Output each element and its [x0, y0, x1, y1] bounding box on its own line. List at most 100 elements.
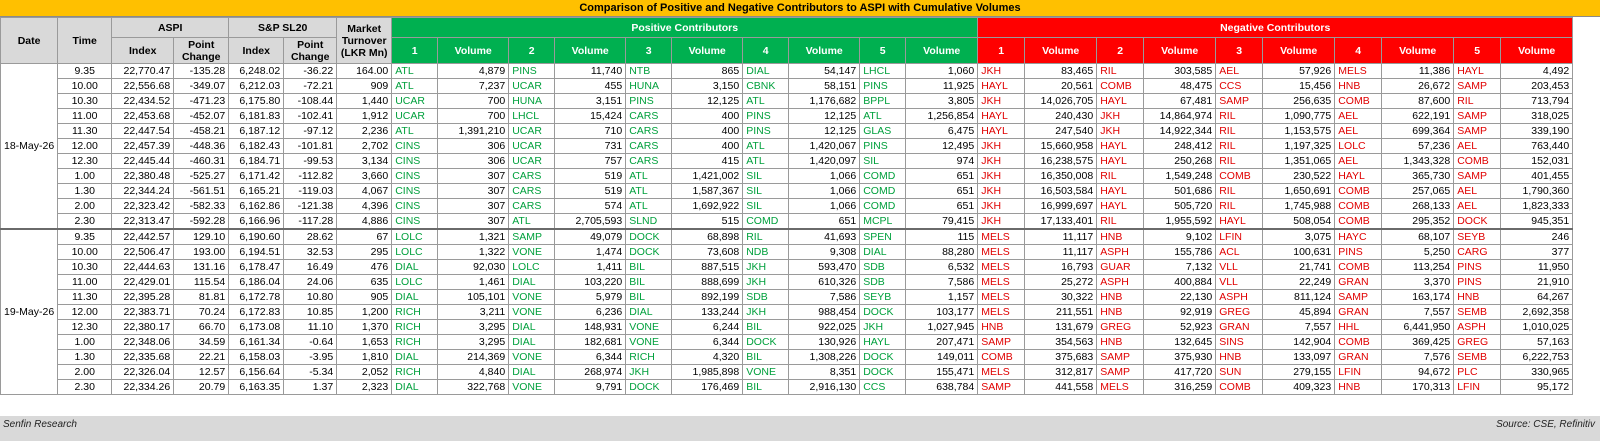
negative-symbol-cell: COMB — [1334, 198, 1383, 214]
positive-symbol-cell: ATL — [742, 138, 790, 154]
positive-volume-3-header: Volume — [671, 37, 744, 64]
negative-volume-cell: 45,894 — [1262, 304, 1336, 320]
positive-symbol-cell: BIL — [742, 319, 790, 335]
aspi-change-cell: 70.24 — [173, 304, 230, 320]
negative-volume-cell: 369,425 — [1381, 334, 1455, 350]
turnover-cell: 67 — [336, 228, 393, 245]
positive-volume-cell: 1,420,097 — [788, 153, 861, 169]
negative-volume-cell: 92,919 — [1143, 304, 1217, 320]
negative-rank-2-header: 2 — [1096, 37, 1145, 64]
time-cell: 11.30 — [57, 123, 113, 139]
sp-index-cell: 6,190.60 — [228, 228, 285, 245]
negative-symbol-cell: HNB — [1334, 78, 1383, 94]
sp-index-cell: 6,165.21 — [228, 183, 285, 199]
footer-source: Source: CSE, Refinitiv — [1496, 419, 1595, 430]
sp-change-cell: 11.10 — [283, 319, 338, 335]
negative-symbol-cell: HNB — [1215, 349, 1264, 365]
negative-symbol-cell: JKH — [977, 93, 1026, 109]
negative-symbol-cell: JKH — [977, 198, 1026, 214]
positive-volume-cell: 103,177 — [905, 304, 979, 320]
negative-volume-cell: 330,965 — [1500, 364, 1574, 380]
positive-volume-5-header: Volume — [905, 37, 979, 64]
negative-volume-cell: 64,267 — [1500, 289, 1574, 305]
sp-index-cell: 6,173.08 — [228, 319, 285, 335]
sp-sl20-header: S&P SL20 — [228, 17, 338, 38]
negative-symbol-cell: RIL — [1215, 153, 1264, 169]
table-row: 12.30 22,380.17 66.70 6,173.08 11.10 1,370 RIC… — [1, 319, 1574, 335]
sp-change-cell: 16.49 — [283, 259, 338, 275]
negative-volume-cell: 20,561 — [1024, 78, 1098, 94]
negative-symbol-cell: SEMB — [1453, 349, 1502, 365]
time-cell: 9.35 — [57, 63, 113, 79]
negative-volume-cell: 1,090,775 — [1262, 108, 1336, 124]
aspi-index-cell: 22,457.39 — [111, 138, 175, 154]
negative-symbol-cell: RIL — [1215, 183, 1264, 199]
negative-symbol-cell: PLC — [1453, 364, 1502, 380]
aspi-change-cell: 22.21 — [173, 349, 230, 365]
negative-symbol-cell: HAYL — [1215, 213, 1264, 230]
negative-symbol-cell: HNB — [1453, 289, 1502, 305]
sp-index-cell: 6,172.78 — [228, 289, 285, 305]
sp-index-cell: 6,171.42 — [228, 168, 285, 184]
sp-change-cell: -97.12 — [283, 123, 338, 139]
positive-volume-cell: 974 — [905, 153, 979, 169]
sp-index-cell: 6,182.43 — [228, 138, 285, 154]
turnover-cell: 1,370 — [336, 319, 393, 335]
table-row: 2.30 22,334.26 20.79 6,163.35 1.37 2,323 DIAL 3… — [1, 379, 1574, 395]
positive-volume-cell: 1,421,002 — [671, 168, 744, 184]
aspi-change-cell: 20.79 — [173, 379, 230, 395]
positive-volume-cell: 1,256,854 — [905, 108, 979, 124]
time-cell: 9.35 — [57, 228, 113, 245]
aspi-index-cell: 22,383.71 — [111, 304, 175, 320]
sp-index-cell: 6,184.71 — [228, 153, 285, 169]
positive-volume-cell: 638,784 — [905, 379, 979, 395]
negative-volume-cell: 247,540 — [1024, 123, 1098, 139]
turnover-header: Market Turnover (LKR Mn) — [336, 17, 393, 64]
positive-volume-cell: 1,322 — [437, 244, 510, 260]
positive-symbol-cell: DOCK — [859, 304, 907, 320]
positive-volume-cell: 400 — [671, 108, 744, 124]
negative-symbol-cell: GREG — [1096, 319, 1145, 335]
positive-volume-cell: 214,369 — [437, 349, 510, 365]
table-row: 12.30 22,445.44 -460.31 6,184.71 -99.53 3,134… — [1, 153, 1574, 169]
positive-symbol-cell: SAMP — [508, 228, 556, 245]
positive-volume-cell: 651 — [788, 213, 861, 230]
negative-symbol-cell: SAMP — [1215, 93, 1264, 109]
time-cell: 10.30 — [57, 93, 113, 109]
aspi-index-cell: 22,429.01 — [111, 274, 175, 290]
positive-symbol-cell: DIAL — [742, 63, 790, 79]
positive-volume-cell: 922,025 — [788, 319, 861, 335]
positive-symbol-cell: COMD — [859, 198, 907, 214]
aspi-index-cell: 22,434.52 — [111, 93, 175, 109]
negative-symbol-cell: JKH — [1096, 108, 1145, 124]
negative-volume-cell: 6,441,950 — [1381, 319, 1455, 335]
positive-symbol-cell: UCAR — [391, 93, 439, 109]
table-row: 10.30 22,434.52 -471.23 6,175.80 -108.44 1,44… — [1, 93, 1574, 109]
positive-volume-cell: 574 — [554, 198, 627, 214]
sp-index-cell: 6,156.64 — [228, 364, 285, 380]
negative-symbol-cell: MELS — [977, 304, 1026, 320]
negative-volume-cell: 240,430 — [1024, 108, 1098, 124]
sp-change-cell: 10.85 — [283, 304, 338, 320]
sp-change-cell: -117.28 — [283, 213, 338, 230]
turnover-cell: 2,236 — [336, 123, 393, 139]
negative-volume-cell: 622,191 — [1381, 108, 1455, 124]
negative-volume-cell: 22,249 — [1262, 274, 1336, 290]
positive-volume-cell: 2,705,593 — [554, 213, 627, 230]
positive-symbol-cell: JKH — [625, 364, 673, 380]
positive-volume-cell: 103,220 — [554, 274, 627, 290]
positive-symbol-cell: ATL — [625, 198, 673, 214]
aspi-index-cell: 22,344.24 — [111, 183, 175, 199]
positive-volume-cell: 115 — [905, 228, 979, 245]
positive-symbol-cell: HAYL — [859, 334, 907, 350]
positive-symbol-cell: SIL — [742, 168, 790, 184]
table-row: 11.30 22,395.28 81.81 6,172.78 10.80 905 DIAL 1… — [1, 289, 1574, 305]
aspi-index-cell: 22,323.42 — [111, 198, 175, 214]
positive-symbol-cell: UCAR — [391, 108, 439, 124]
positive-volume-cell: 651 — [905, 168, 979, 184]
positive-contributors-header: Positive Contributors — [391, 17, 979, 38]
negative-symbol-cell: ASPH — [1453, 319, 1502, 335]
sp-index-cell: 6,161.34 — [228, 334, 285, 350]
negative-symbol-cell: SEYB — [1453, 228, 1502, 245]
table-row: 11.30 22,447.54 -458.21 6,187.12 -97.12 2,236… — [1, 123, 1574, 139]
